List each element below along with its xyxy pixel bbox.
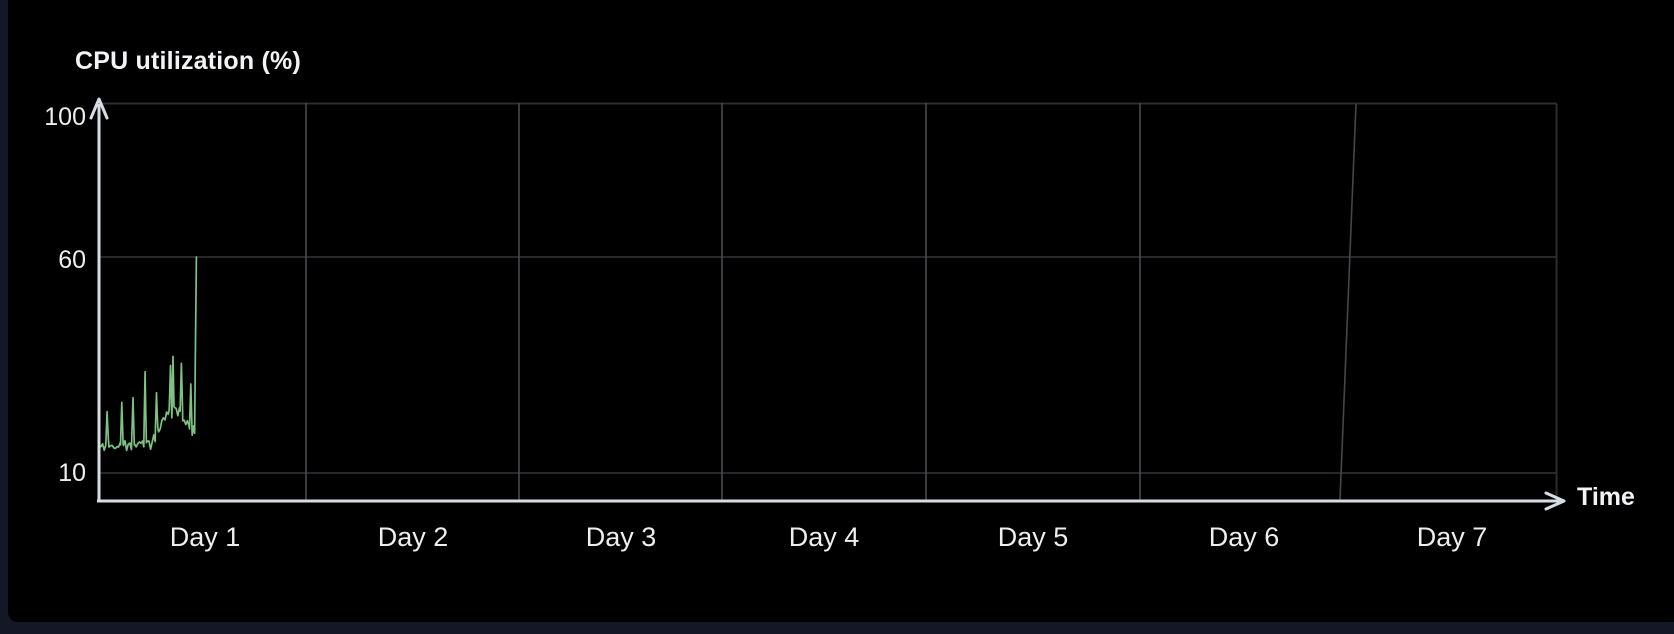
x-axis-tick-day-2: Day 2 <box>377 522 449 552</box>
x-axis-tick-day-7: Day 7 <box>1416 522 1488 552</box>
cpu-utilization-trace <box>100 256 198 452</box>
gridline-day-6-7-slanted <box>1339 103 1357 501</box>
x-axis-tick-day-5: Day 5 <box>997 522 1069 552</box>
y-axis-tick-100: 100 <box>44 103 86 131</box>
x-axis-tick-day-4: Day 4 <box>788 522 860 552</box>
y-axis-arrow-icon <box>89 97 109 120</box>
x-axis-arrow-icon <box>1544 491 1566 511</box>
x-axis-tick-day-6: Day 6 <box>1208 522 1280 552</box>
y-axis-tick-10: 10 <box>58 459 86 487</box>
chart-canvas <box>89 97 1566 511</box>
chart-panel: CPU utilization (%) 100 60 10 Day 1 Day <box>8 0 1674 622</box>
x-axis-tick-day-1: Day 1 <box>169 522 241 552</box>
x-axis <box>97 491 1566 511</box>
x-axis-tick-day-3: Day 3 <box>585 522 657 552</box>
chart-title: CPU utilization (%) <box>75 47 302 75</box>
time-axis-label: Time <box>1577 483 1635 511</box>
y-axis <box>89 97 109 502</box>
y-axis-tick-60: 60 <box>58 246 86 274</box>
